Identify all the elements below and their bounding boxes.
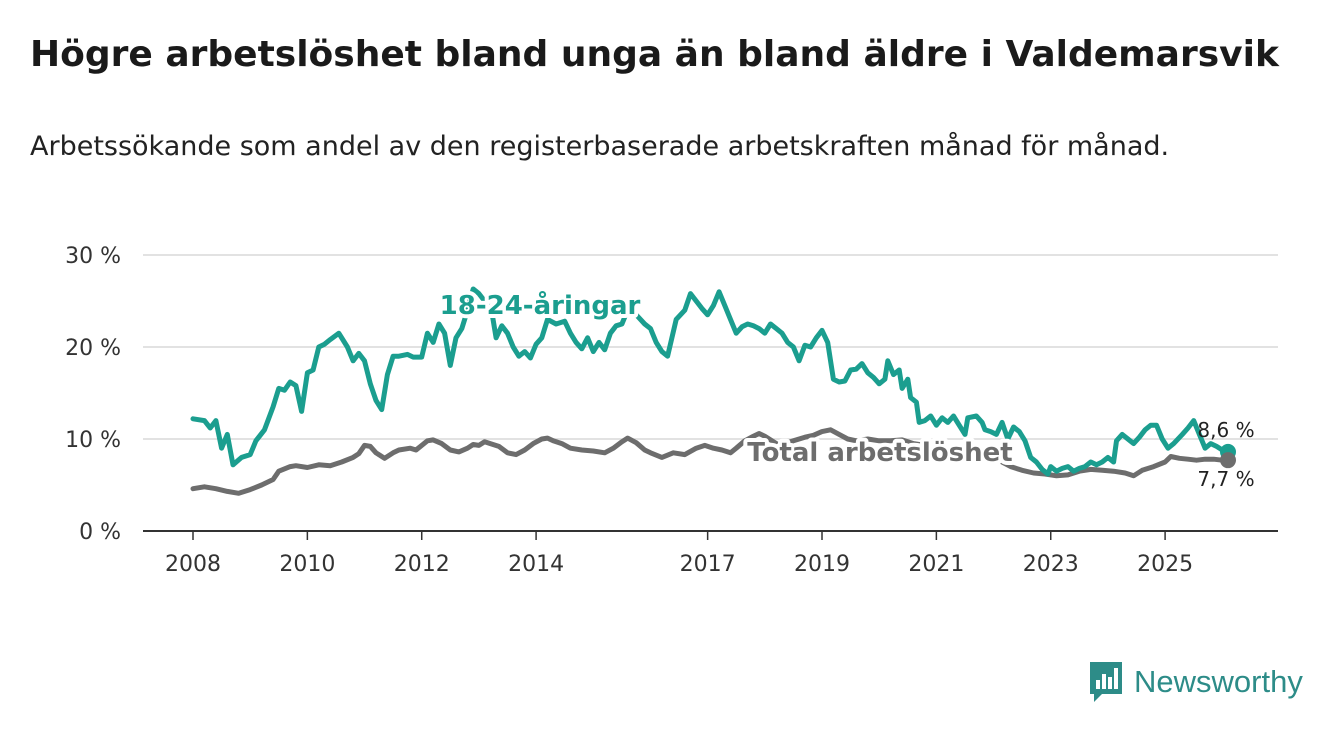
x-tick-label: 2014 [508,552,564,577]
x-tick-label: 2008 [165,552,221,577]
brand-name: Newsworthy [1134,664,1303,699]
y-axis-ticks: 0 % 10 % 20 % 30 % [65,244,121,545]
end-value-18-24: 8,6 % [1197,418,1254,442]
chart-title: Högre arbetslöshet bland unga än bland ä… [30,34,1279,75]
series-label-18-24-halo: 18-24-åringar [440,289,641,321]
series-label-total-halo: Total arbetslöshet [747,438,1012,468]
x-tick-label: 2025 [1137,552,1193,577]
series-lines [190,286,1236,496]
newsworthy-logo-icon [1090,662,1122,702]
y-tick-label: 0 % [79,520,121,545]
y-tick-label: 30 % [65,244,121,269]
y-tick-label: 20 % [65,336,121,361]
chart-subtitle: Arbetssökande som andel av den registerb… [30,131,1170,162]
end-value-annotations: 8,6 % 7,7 % [1197,418,1254,491]
series-label-total-text: Total arbetslöshet [747,438,1012,468]
x-tick-label: 2019 [794,552,850,577]
series-label-18-24-text: 18-24-åringar [440,289,641,321]
x-tick-label: 2012 [394,552,450,577]
series-line-18-24 [190,286,1231,477]
x-tick-label: 2023 [1023,552,1079,577]
brand-logo: Newsworthy [1088,660,1303,704]
x-tick-label: 2017 [680,552,736,577]
end-value-total: 7,7 % [1197,467,1254,491]
x-axis-ticks: 2008 2010 2012 2014 2017 2019 2021 2023 2025 [165,531,1193,577]
x-tick-label: 2010 [279,552,335,577]
y-tick-label: 10 % [65,428,121,453]
end-dot-total [1220,452,1236,469]
gridlines [143,254,1278,532]
x-tick-label: 2021 [908,552,964,577]
